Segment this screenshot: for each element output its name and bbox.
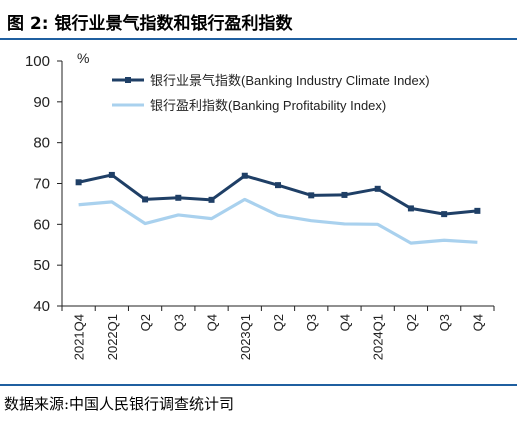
data-point-marker [108, 171, 115, 178]
y-tick-label: 90 [33, 94, 50, 111]
y-tick-label: 40 [33, 298, 50, 315]
figure-header: 图 2: 银行业景气指数和银行盈利指数 [0, 0, 517, 40]
data-point-marker [474, 207, 481, 214]
x-tick-label: Q3 [304, 314, 319, 331]
data-point-marker [407, 205, 414, 212]
legend-label: 银行业景气指数(Banking Industry Climate Index) [150, 73, 430, 88]
data-point-marker [208, 196, 215, 203]
data-point-marker [308, 192, 315, 199]
series-line [78, 173, 478, 216]
data-point-marker [75, 179, 82, 186]
x-tick-label: Q2 [138, 314, 153, 331]
x-tick-label: Q3 [437, 314, 452, 331]
data-point-marker [374, 185, 381, 192]
footer-rule [0, 384, 517, 386]
y-tick-label: 100 [25, 53, 50, 70]
data-point-marker [275, 182, 281, 189]
x-tick-label: 2021Q4 [72, 314, 87, 360]
y-unit-label: % [77, 50, 89, 66]
x-tick-label: Q3 [171, 314, 186, 331]
y-tick-label: 70 [33, 176, 50, 193]
figure-title: 图 2: 银行业景气指数和银行盈利指数 [7, 14, 293, 34]
x-tick-label: 2023Q1 [238, 314, 253, 360]
x-tick-label: Q4 [205, 314, 220, 331]
header-rule [0, 38, 517, 40]
data-point-marker [441, 211, 448, 218]
series-line [78, 197, 478, 245]
x-tick-label: Q2 [271, 314, 286, 331]
legend-swatch-marker [125, 77, 131, 83]
data-point-marker [341, 191, 348, 198]
y-tick-label: 60 [33, 216, 50, 233]
x-tick-label: Q2 [404, 314, 419, 331]
line-chart: 40 50 60 70 80 90 100 % 2021Q4 2022Q1 Q2 Q3 Q4 2023Q1… [25, 50, 495, 360]
y-tick-label: 80 [33, 135, 50, 152]
data-point-marker [142, 196, 149, 203]
data-point-marker [241, 172, 248, 179]
y-tick-label: 50 [33, 257, 50, 274]
x-tick-label: Q4 [337, 314, 352, 331]
x-tick-label: Q4 [470, 314, 485, 331]
data-point-marker [175, 194, 182, 201]
source-note: 数据来源:中国人民银行调查统计司 [4, 395, 235, 413]
x-tick-label: 2024Q1 [371, 314, 386, 360]
legend-label: 银行盈利指数(Banking Profitability Index) [150, 98, 386, 113]
x-tick-label: 2022Q1 [105, 314, 120, 360]
